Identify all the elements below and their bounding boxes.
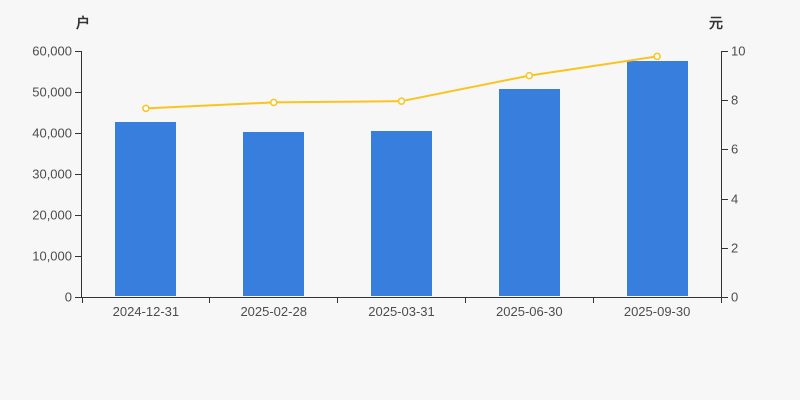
right-axis-tick-label: 6	[731, 141, 739, 157]
plot-area: 0 10,000 20,000 30,000 40,000 50,000 60,000 0 2 4…	[32, 44, 745, 320]
right-y-axis-line	[721, 51, 722, 298]
right-axis-tick	[722, 297, 728, 298]
right-axis-unit-label: 元	[709, 15, 723, 31]
x-axis-line	[81, 297, 722, 298]
x-axis-category-label: 2025-09-30	[623, 304, 691, 319]
right-axis-tick-label: 8	[731, 92, 739, 108]
bar-2025-09-30	[626, 61, 688, 296]
left-y-axis-line	[81, 51, 82, 298]
right-axis-tick	[722, 247, 728, 249]
bar-2024-12-31	[115, 121, 177, 296]
x-axis-category-label: 2025-02-28	[240, 304, 307, 319]
x-axis-tick	[81, 298, 83, 303]
left-axis-tick	[75, 133, 81, 134]
left-axis-tick-label: 0	[64, 289, 72, 305]
bar-2025-02-28	[243, 132, 305, 296]
x-axis-tick	[337, 298, 339, 303]
bar-2025-06-30	[498, 89, 560, 296]
right-axis-tick-label: 10	[731, 43, 746, 59]
left-axis-unit-label: 户	[76, 15, 90, 31]
left-axis-tick-label: 10,000	[32, 248, 72, 264]
left-axis-tick	[75, 92, 81, 93]
price-point-2025-03-31	[397, 97, 406, 105]
left-axis-tick	[75, 256, 81, 257]
price-point-2024-12-31	[142, 104, 150, 113]
left-axis-tick	[75, 215, 81, 216]
price-line-layer	[142, 52, 661, 113]
right-axis-tick-label: 4	[731, 191, 739, 207]
bar-2025-03-31	[371, 130, 432, 296]
x-axis-category-label: 2025-03-31	[368, 304, 435, 319]
left-axis-tick-label: 20,000	[32, 207, 72, 223]
left-axis-tick-label: 40,000	[32, 125, 72, 141]
x-axis-tick	[592, 298, 594, 303]
left-axis-tick-label: 30,000	[32, 166, 72, 182]
price-point-2025-06-30	[525, 71, 534, 80]
right-axis-tick-label: 2	[731, 240, 739, 256]
x-axis-tick	[209, 298, 211, 303]
x-axis-tick	[464, 298, 466, 303]
left-axis-tick	[75, 297, 81, 298]
left-axis-tick	[75, 174, 81, 175]
x-axis-category-label: 2024-12-31	[112, 304, 180, 319]
right-axis-tick	[722, 100, 728, 102]
x-axis-tick	[720, 298, 722, 303]
right-axis-tick	[722, 149, 728, 151]
left-axis-tick-label: 60,000	[32, 43, 72, 59]
right-axis-tick	[722, 51, 728, 52]
left-axis-tick-label: 50,000	[32, 84, 72, 100]
price-point-2025-02-28	[269, 98, 278, 107]
x-axis-category-label: 2025-06-30	[496, 304, 563, 319]
price-point-2025-09-30	[653, 52, 661, 61]
left-axis-tick	[75, 51, 81, 52]
right-axis-tick-label: 0	[731, 289, 739, 305]
right-axis-tick	[722, 198, 728, 200]
